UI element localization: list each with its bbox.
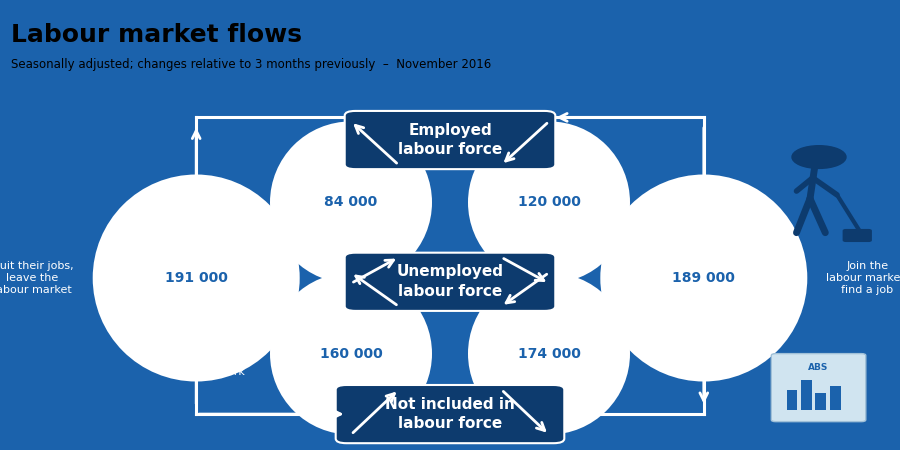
Text: 84 000: 84 000 [324,195,378,209]
Text: 174 000: 174 000 [518,346,580,360]
Text: 189 000: 189 000 [672,271,735,285]
Ellipse shape [468,273,630,435]
Text: Employed
labour force: Employed labour force [398,123,502,158]
Text: Become
unemployed: Become unemployed [176,189,245,211]
FancyBboxPatch shape [801,380,812,410]
Text: 120 000: 120 000 [518,195,580,209]
Ellipse shape [600,175,807,382]
Text: 160 000: 160 000 [320,346,382,360]
FancyBboxPatch shape [345,111,555,169]
Text: Not included in
labour force: Not included in labour force [385,397,515,432]
FancyBboxPatch shape [843,230,871,241]
Ellipse shape [93,175,300,382]
Ellipse shape [270,122,432,284]
FancyBboxPatch shape [830,386,841,410]
FancyBboxPatch shape [336,385,564,443]
Text: Join the
labour market,
find a job: Join the labour market, find a job [826,261,900,295]
Text: ABS: ABS [808,363,829,372]
Ellipse shape [468,122,630,284]
Text: Unemployed
labour force: Unemployed labour force [397,265,503,299]
Text: 191 000: 191 000 [165,271,228,285]
FancyBboxPatch shape [345,253,555,311]
Text: Find
a job: Find a job [655,189,682,211]
Circle shape [792,146,846,168]
FancyBboxPatch shape [815,393,826,410]
FancyBboxPatch shape [771,354,866,422]
Text: Labour market flows: Labour market flows [11,22,302,47]
Text: Start looking
for work: Start looking for work [655,342,726,365]
Text: Are no
longer
looking
for work: Are no longer looking for work [199,330,245,377]
Text: Quit their jobs,
leave the
labour market: Quit their jobs, leave the labour market [0,261,74,295]
Text: Seasonally adjusted; changes relative to 3 months previously  –  November 2016: Seasonally adjusted; changes relative to… [11,58,491,71]
FancyBboxPatch shape [787,390,797,410]
Ellipse shape [270,273,432,435]
